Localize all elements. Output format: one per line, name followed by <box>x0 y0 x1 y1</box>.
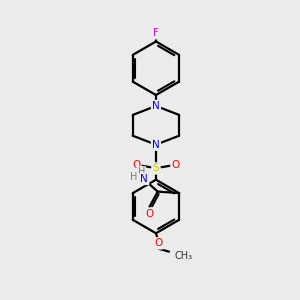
Text: H: H <box>138 167 145 177</box>
Text: O: O <box>171 160 180 170</box>
Text: O: O <box>132 160 140 170</box>
Text: F: F <box>153 28 159 38</box>
Text: N: N <box>152 140 160 150</box>
Text: S: S <box>153 164 159 173</box>
Text: N: N <box>152 101 160 111</box>
Text: CH₃: CH₃ <box>174 251 192 261</box>
Text: O: O <box>154 238 162 248</box>
Text: N: N <box>140 174 148 184</box>
Text: O: O <box>145 208 154 219</box>
Text: H: H <box>130 172 138 182</box>
